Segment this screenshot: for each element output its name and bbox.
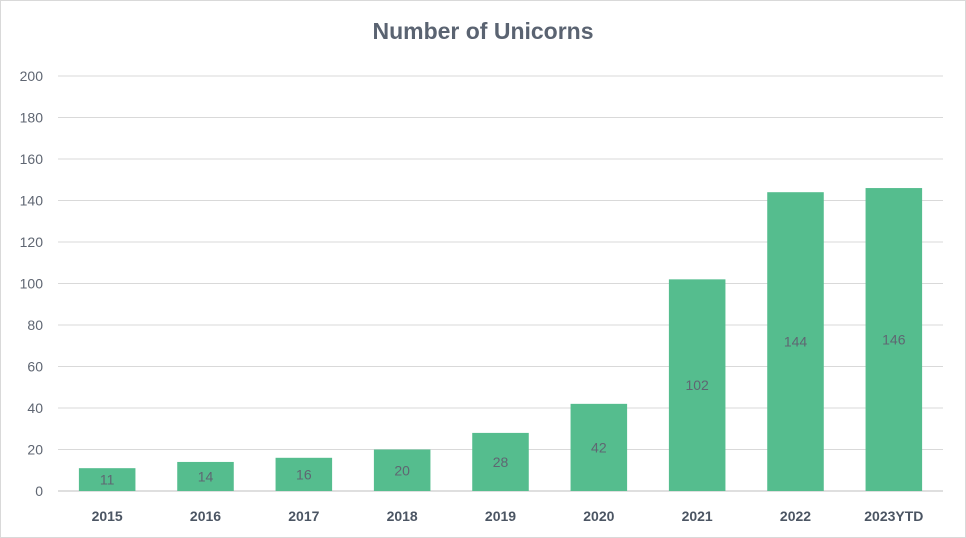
x-tick-label: 2020 bbox=[583, 508, 614, 524]
x-tick-label: 2021 bbox=[682, 508, 713, 524]
x-tick-label: 2018 bbox=[387, 508, 418, 524]
x-axis-ticks: 2015 2016 2017 2018 2019 2020 2021 2022 2023YTD bbox=[92, 508, 924, 524]
data-label: 28 bbox=[493, 454, 509, 470]
bar bbox=[177, 461, 234, 491]
bar bbox=[668, 279, 726, 491]
bar bbox=[865, 188, 923, 492]
y-tick-label: 0 bbox=[35, 483, 43, 499]
y-tick-label: 20 bbox=[27, 442, 43, 458]
y-tick-label: 60 bbox=[27, 359, 43, 375]
y-tick-label: 200 bbox=[20, 68, 44, 84]
x-tick-label: 2019 bbox=[485, 508, 516, 524]
chart-title: Number of Unicorns bbox=[372, 18, 594, 44]
data-label: 144 bbox=[784, 334, 808, 350]
y-axis-ticks: 0 20 40 60 80 100 120 140 160 180 200 bbox=[20, 68, 44, 499]
y-tick-label: 180 bbox=[20, 110, 44, 126]
data-label: 42 bbox=[591, 439, 607, 455]
data-label: 20 bbox=[394, 462, 410, 478]
bar bbox=[570, 403, 628, 491]
data-label: 16 bbox=[296, 466, 312, 482]
data-label: 102 bbox=[685, 377, 709, 393]
bar bbox=[373, 449, 431, 491]
bar bbox=[78, 468, 136, 491]
bar bbox=[275, 457, 333, 491]
y-tick-label: 80 bbox=[27, 317, 43, 333]
data-label: 146 bbox=[882, 332, 906, 348]
y-tick-label: 160 bbox=[20, 151, 44, 167]
bar bbox=[767, 192, 824, 491]
data-label: 11 bbox=[100, 472, 115, 488]
x-tick-label: 2017 bbox=[288, 508, 319, 524]
y-tick-label: 40 bbox=[27, 400, 43, 416]
bar bbox=[472, 432, 529, 491]
data-label: 14 bbox=[198, 468, 214, 484]
y-tick-label: 100 bbox=[20, 276, 44, 292]
x-tick-label: 2022 bbox=[780, 508, 811, 524]
x-tick-label: 2023YTD bbox=[864, 508, 923, 524]
x-tick-label: 2015 bbox=[92, 508, 123, 524]
data-labels: 11 14 16 20 28 42 102 144 146 bbox=[100, 332, 906, 488]
bars bbox=[78, 188, 923, 492]
x-tick-label: 2016 bbox=[190, 508, 221, 524]
y-tick-label: 120 bbox=[20, 234, 44, 250]
y-tick-label: 140 bbox=[20, 193, 44, 209]
